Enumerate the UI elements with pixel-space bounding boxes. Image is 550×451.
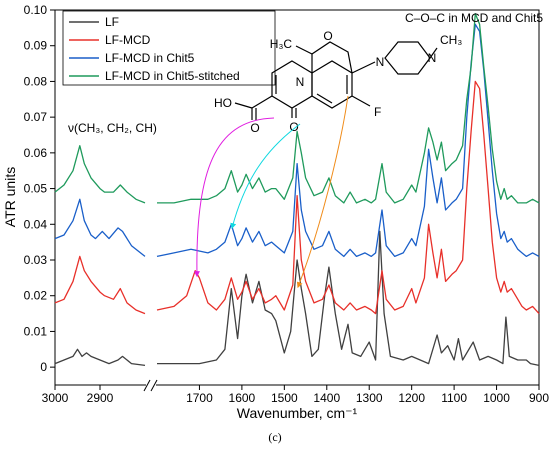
structure-methyl-bond [295,45,313,55]
x-axis: 3000 2900 1700 1600 1500 1400 1300 1200 1100 1000… [42,385,549,405]
series-lf-mcd-segment-left [54,255,146,315]
y-tick-label: 0.09 [24,39,48,53]
legend-box [62,10,276,86]
x-tick-label: 1700 [186,391,213,405]
structure-label-n3: N [428,51,437,65]
structure-ring-core-double-1 [316,93,333,104]
y-axis-title: ATR units [2,167,18,227]
series-lf-mcd-segment-right [156,80,540,315]
y-tick-label: 0.07 [24,110,48,124]
series-lf-mcd-in-chit5-segment-left [54,198,146,257]
y-tick-label: 0.10 [24,3,48,17]
y-axis: 0 0.01 0.02 0.03 0.04 0.05 0.06 0.07 0.08 0.09 0.1… [24,3,55,374]
legend-label-lf: LF [105,15,119,29]
y-tick-label: 0.06 [24,146,48,160]
plot-frame [54,9,540,386]
x-tick-label: 1500 [271,391,298,405]
structure-label-n1: N [296,75,305,89]
structure-labels: N O H₃C N N CH₃ F O O HO [214,29,462,135]
y-tick-label: 0 [40,360,47,374]
legend-label-lf-mcd-in-chit5-stitched: LF-MCD in Chit5-stitched [105,69,240,83]
axis-break-mark-left [143,379,151,392]
x-tick-label: 1000 [483,391,510,405]
structure-label-ketone-o: O [289,120,298,134]
x-axis-title: Wavenumber, cm⁻¹ [237,405,358,421]
legend-items: LF LF-MCD LF-MCD in Chit5 LF-MCD in Chit5-s… [69,15,240,83]
series-lf-mcd-in-chit5-segment-right [156,23,540,258]
y-tick-label: 0.02 [24,289,48,303]
x-tick-label: 1600 [229,391,256,405]
structure-label-fluoro: F [374,105,381,119]
axis-break-mark-right [150,379,158,392]
y-tick-label: 0.03 [24,253,48,267]
structure-label-methyl-left: H₃C [270,37,293,51]
arrow-orange [296,95,349,289]
x-tick-label: 2900 [87,391,114,405]
x-tick-label: 3000 [42,391,69,405]
structure-acid-oh-bond [234,102,253,109]
structure-acid-bond [251,95,273,109]
structure-label-methyl-right: CH₃ [440,33,462,47]
structure-piperazine-bond [351,61,376,74]
legend: LF LF-MCD LF-MCD in Chit5 LF-MCD in Chit5-s… [62,10,276,86]
annotation-coc: C–O–C in MCD and Chit5 [405,11,543,25]
x-tick-label: 900 [529,391,549,405]
legend-label-lf-mcd: LF-MCD [105,33,151,47]
series-group [54,12,540,367]
structure-label-acid-o: O [250,121,259,135]
y-tick-label: 0.04 [24,217,48,231]
structure-oxazine-ring [311,41,353,74]
x-tick-label: 1100 [441,391,467,405]
levofloxacin-structure [234,41,438,120]
structure-n-methyl-bond [429,47,438,59]
annotation-ch-stretch: ν(CH₃, CH₂, CH) [68,121,157,135]
x-tick-label: 1300 [356,391,383,405]
legend-label-lf-mcd-in-chit5: LF-MCD in Chit5 [105,51,195,65]
series-lf-segment-left [54,348,146,367]
structure-fluoro-bond [351,95,371,107]
structure-label-n2: N [376,55,385,69]
structure-ring-left [271,60,313,109]
structure-label-ring-o: O [323,29,332,43]
arrow-cyan [230,123,301,230]
series-lf-mcd-in-chit5-stitched-segment-left [54,145,146,204]
x-tick-label: 1400 [313,391,340,405]
series-lf-mcd-in-chit5-stitched-segment-right [157,12,540,204]
y-tick-label: 0.08 [24,74,48,88]
y-tick-label: 0.01 [24,324,48,338]
panel-label: (c) [268,430,281,444]
axis-break-gap [146,383,156,388]
structure-ring-core [311,60,353,109]
structure-piperazine-ring [384,41,431,75]
arrow-magenta [193,117,275,278]
x-tick-label: 1200 [398,391,425,405]
y-tick-label: 0.05 [24,182,48,196]
series-lf-segment-right [157,230,540,367]
structure-label-acid-ho: HO [214,96,232,110]
